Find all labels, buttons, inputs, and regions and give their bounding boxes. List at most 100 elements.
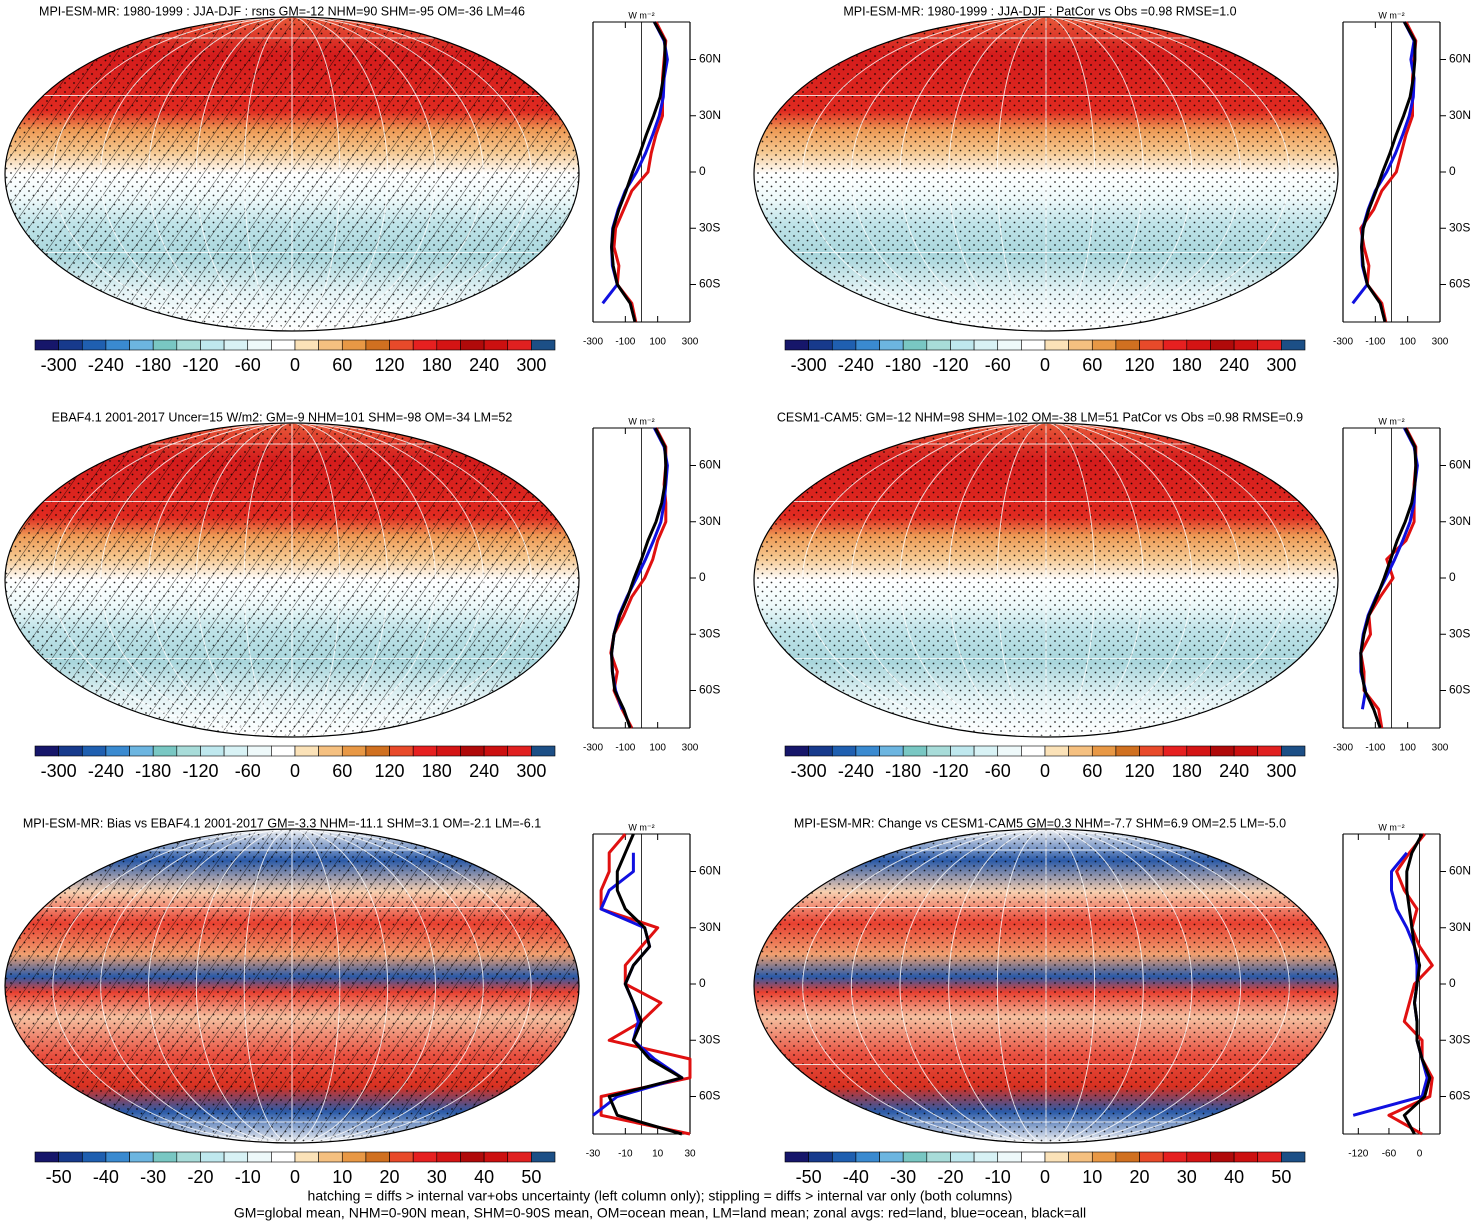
- y-tick-label: 60N: [1449, 52, 1471, 66]
- graticule: [52, 423, 532, 737]
- colorbar-label: -120: [932, 355, 968, 375]
- colorbar-label: -240: [838, 355, 874, 375]
- colorbar-box: [1210, 339, 1235, 351]
- panel-title: MPI-ESM-MR: 1980-1999 : JJA-DJF : rsns G…: [39, 4, 525, 18]
- colorbar-label: 180: [422, 355, 452, 375]
- graticule: [243, 423, 341, 737]
- colorbar-box: [412, 339, 438, 351]
- y-tick-label: 60S: [1449, 277, 1470, 291]
- footer-note: hatching = diffs > internal var+obs unce…: [308, 1188, 1013, 1204]
- y-tick-label: 0: [699, 164, 706, 178]
- colorbar-box: [1257, 339, 1282, 351]
- colorbar-box: [318, 1151, 343, 1163]
- colorbar-label: 30: [1177, 1167, 1197, 1187]
- colorbar-label: -60: [235, 761, 261, 781]
- colorbar-box: [58, 339, 83, 351]
- colorbar-box: [808, 745, 833, 757]
- colorbar-box: [294, 745, 319, 757]
- x-tick-label: -300: [1333, 743, 1353, 754]
- graticule: [100, 829, 484, 1143]
- y-tick-label: 30N: [699, 108, 721, 122]
- colorbar-box: [1021, 745, 1046, 757]
- colorbar-box: [271, 745, 296, 757]
- colorbar-label: 40: [1224, 1167, 1244, 1187]
- units-label: W m⁻²: [628, 416, 654, 426]
- colorbar-label: 60: [332, 355, 352, 375]
- colorbar-box: [152, 745, 178, 757]
- colorbar-box: [460, 1151, 485, 1163]
- map: [754, 829, 1338, 1143]
- colorbar-box: [152, 1151, 178, 1163]
- colorbar-box: [271, 339, 296, 351]
- colorbar-box: [902, 1151, 928, 1163]
- units-label: W m⁻²: [1378, 10, 1404, 20]
- colorbar-box: [926, 339, 951, 351]
- colorbar-label: 50: [1271, 1167, 1291, 1187]
- colorbar-box: [1210, 1151, 1235, 1163]
- y-tick-label: 30N: [1449, 108, 1471, 122]
- y-tick-label: 60N: [699, 52, 721, 66]
- x-tick-label: 10: [652, 1149, 664, 1160]
- colorbar-box: [1091, 745, 1117, 757]
- colorbar-box: [1139, 1151, 1164, 1163]
- colorbar-box: [247, 1151, 272, 1163]
- colorbar-box: [247, 339, 272, 351]
- colorbar-box: [1257, 1151, 1282, 1163]
- colorbar-box: [1021, 339, 1046, 351]
- x-tick-label: -300: [583, 337, 603, 348]
- colorbar-label: 0: [1040, 355, 1050, 375]
- colorbar-box: [1139, 745, 1164, 757]
- colorbar-label: -240: [88, 355, 124, 375]
- colorbar-box: [200, 339, 225, 351]
- y-tick-label: 30N: [1449, 920, 1471, 934]
- colorbar-box: [483, 1151, 509, 1163]
- colorbar-label: -120: [182, 761, 218, 781]
- colorbar-label: -120: [182, 355, 218, 375]
- graticule: [100, 423, 484, 737]
- y-tick-label: 60S: [699, 277, 720, 291]
- colorbar-label: 120: [1125, 355, 1155, 375]
- colorbar-box: [460, 339, 485, 351]
- colorbar-box: [247, 745, 272, 757]
- colorbar-label: 20: [1130, 1167, 1150, 1187]
- y-tick-label: 30S: [1449, 220, 1470, 234]
- x-tick-label: -60: [1382, 1149, 1397, 1160]
- x-tick-label: -30: [586, 1149, 601, 1160]
- y-tick-label: 60N: [699, 864, 721, 878]
- colorbar-box: [176, 339, 201, 351]
- colorbar-box: [318, 339, 343, 351]
- colorbar-box: [460, 745, 485, 757]
- colorbar-box: [1068, 1151, 1093, 1163]
- colorbar-box: [129, 1151, 154, 1163]
- colorbar-label: -60: [985, 761, 1011, 781]
- colorbar-box: [58, 1151, 83, 1163]
- colorbar-label: -30: [140, 1167, 166, 1187]
- colorbar-box: [855, 339, 880, 351]
- colorbar-label: 180: [422, 761, 452, 781]
- colorbar-box: [1162, 1151, 1188, 1163]
- colorbar-label: 0: [290, 1167, 300, 1187]
- units-label: W m⁻²: [1378, 822, 1404, 832]
- colorbar-box: [1044, 745, 1069, 757]
- colorbar-box: [34, 745, 59, 757]
- graticule: [100, 17, 484, 331]
- colorbar-box: [1091, 339, 1117, 351]
- zonal-line: [612, 21, 668, 323]
- colorbar-box: [973, 745, 999, 757]
- graticule: [148, 423, 436, 737]
- colorbar-box: [950, 745, 975, 757]
- colorbar-label: -240: [88, 761, 124, 781]
- colorbar-box: [483, 745, 509, 757]
- colorbar-box: [997, 1151, 1022, 1163]
- graticule: [802, 829, 1290, 1143]
- colorbar-box: [855, 745, 880, 757]
- colorbar-box: [808, 1151, 833, 1163]
- colorbar-box: [1186, 1151, 1211, 1163]
- colorbar-box: [1210, 745, 1235, 757]
- colorbar-box: [855, 1151, 880, 1163]
- colorbar-label: 240: [1219, 355, 1249, 375]
- colorbar-box: [1233, 339, 1259, 351]
- colorbar-label: 0: [1040, 761, 1050, 781]
- colorbar-label: 240: [469, 355, 499, 375]
- colorbar-box: [831, 339, 857, 351]
